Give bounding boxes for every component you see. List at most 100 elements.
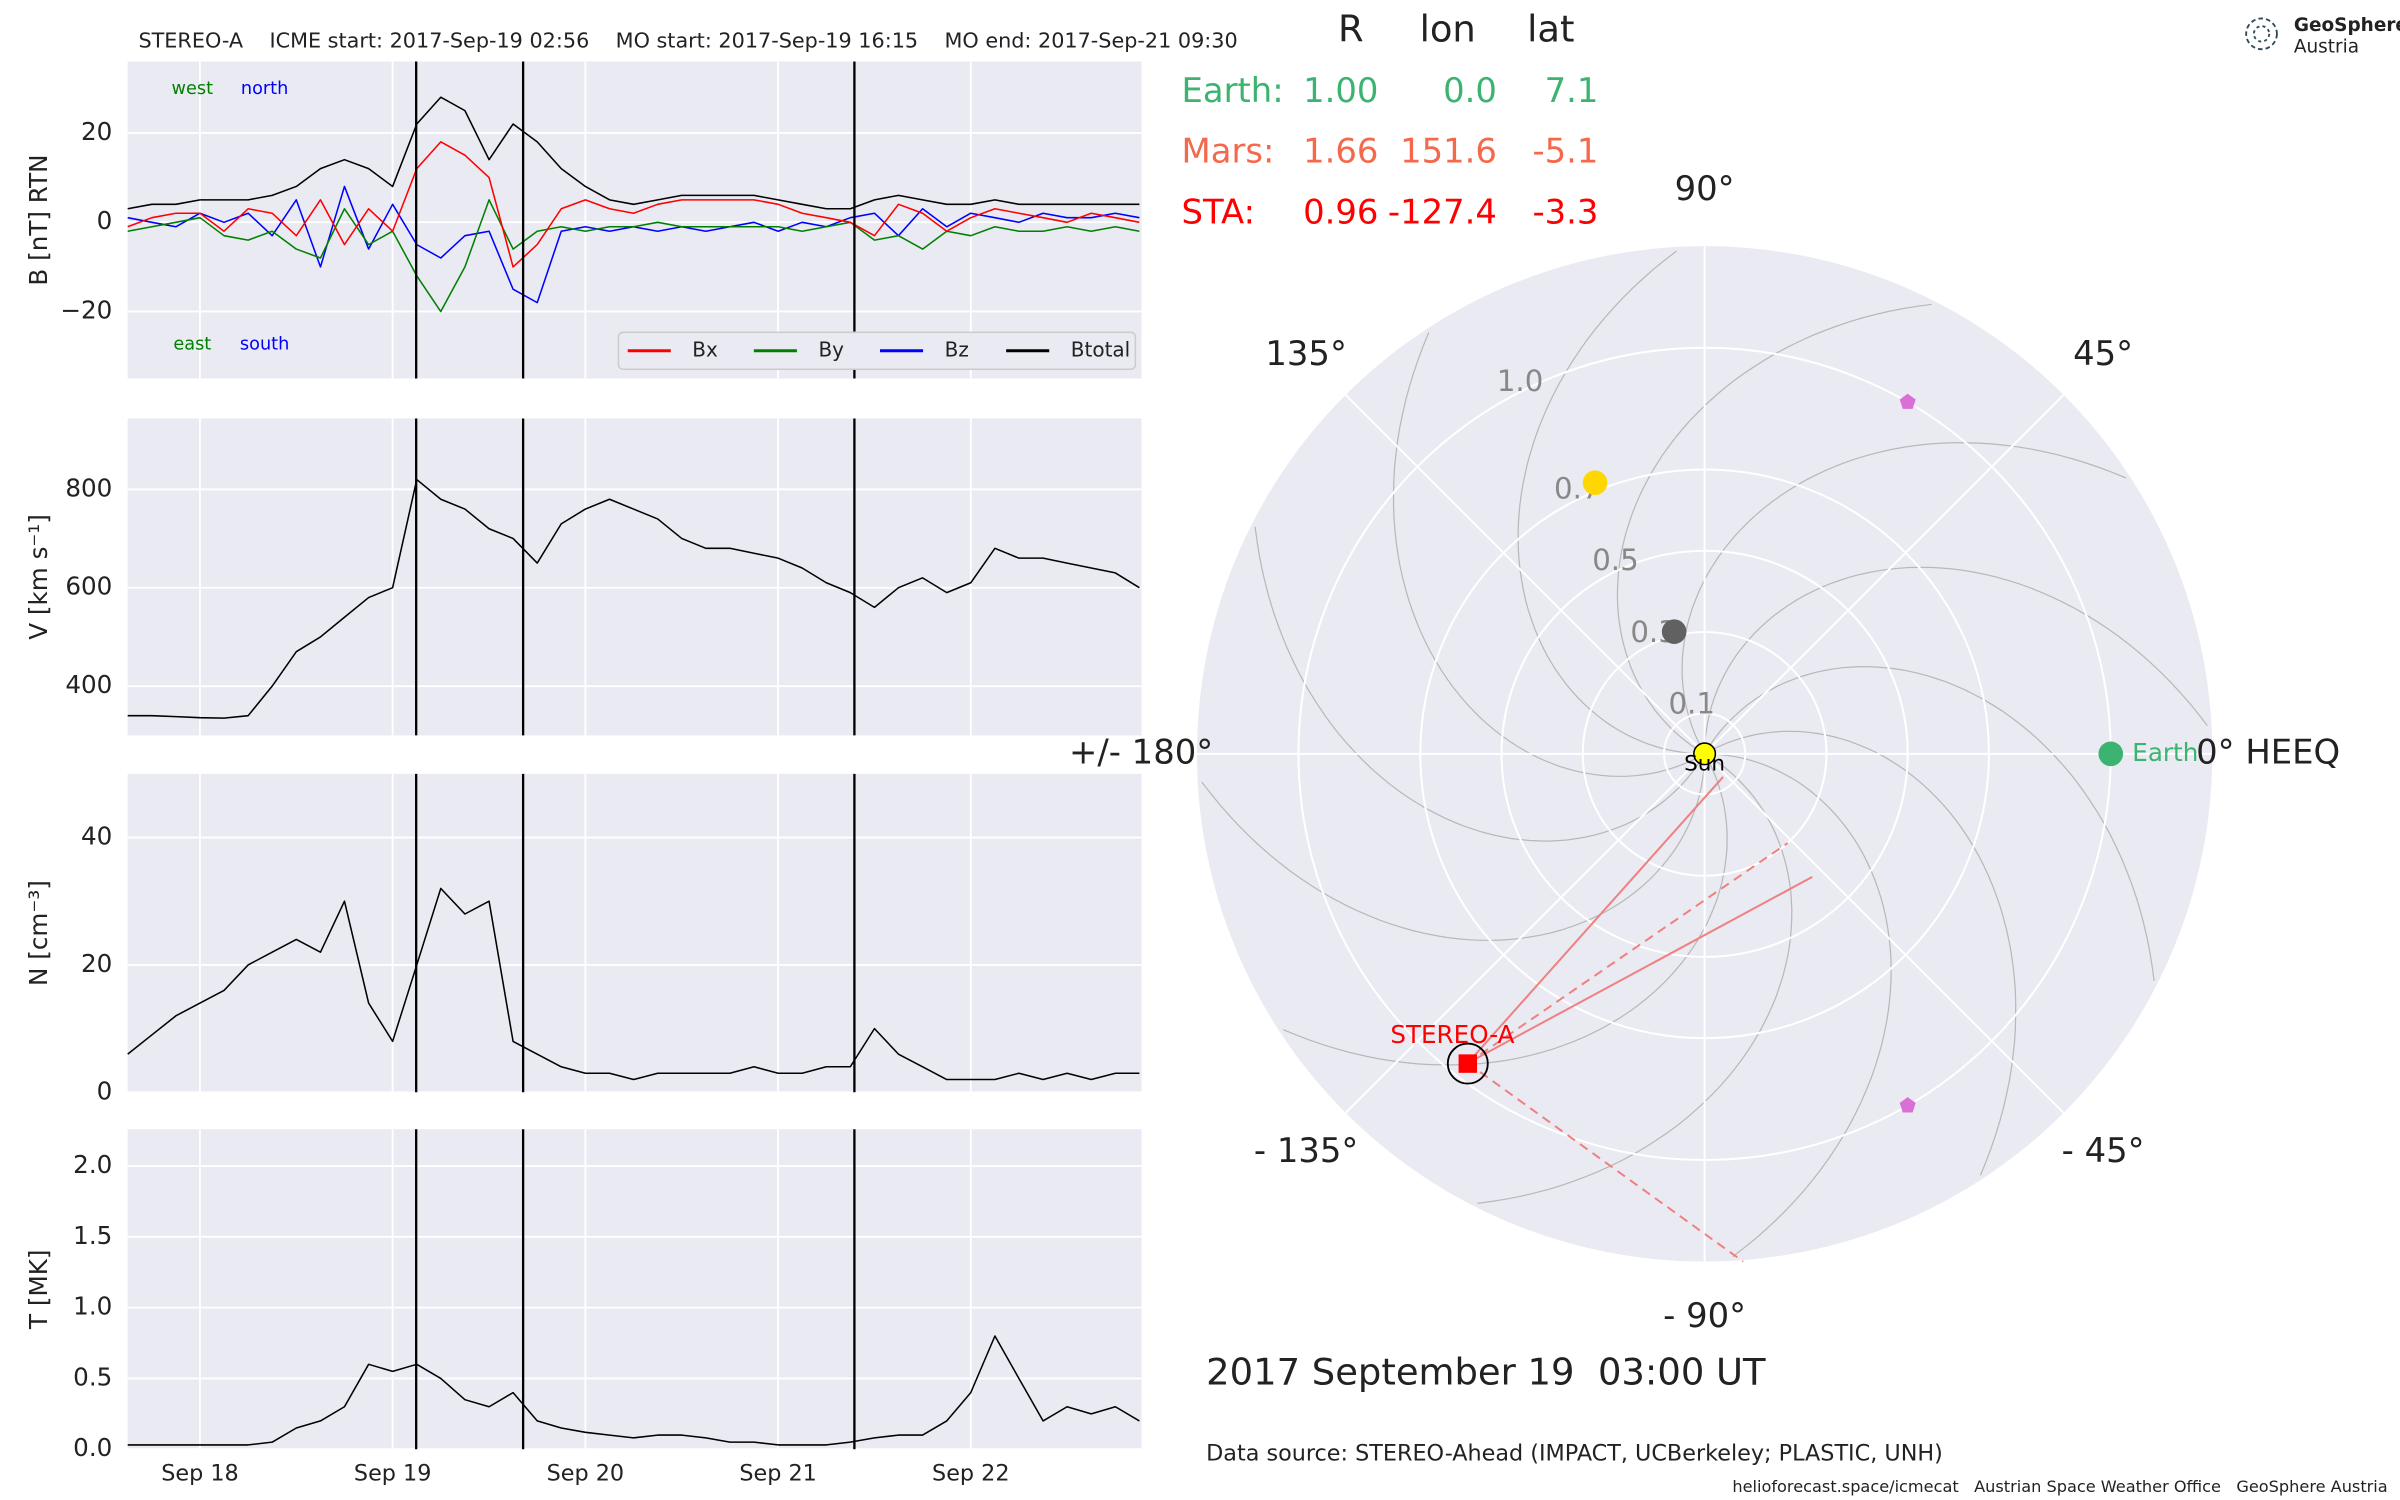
x-tick-label: Sep 20 (547, 1460, 624, 1486)
spiral-line (1201, 753, 1706, 941)
x-tick-label: Sep 19 (354, 1460, 431, 1486)
fov-line (1467, 876, 1813, 1064)
logo-icon (2245, 17, 2278, 51)
x-tick-label: Sep 18 (161, 1460, 238, 1486)
theta-grid-line (1703, 753, 2065, 1114)
table-cell: 7.1 (1545, 71, 1599, 110)
x-tick-label: Sep 21 (739, 1460, 816, 1486)
footer: helioforecast.space/icmecat Austrian Spa… (1732, 1477, 2387, 1496)
theta-tick-label: - 90° (1663, 1296, 1746, 1335)
theta-tick-label: 135° (1265, 334, 1346, 373)
table-cell: -3.3 (1532, 192, 1598, 231)
body-label: Sun (1684, 752, 1725, 777)
theta-tick-label: +/- 180° (1069, 732, 1213, 771)
y-tick-label: 1.0 (73, 1292, 112, 1321)
annotation: north (241, 79, 288, 99)
logo-icon (2252, 25, 2271, 43)
y-axis-label: T [MK] (24, 1250, 53, 1330)
series-line (127, 199, 1140, 313)
table-cell: 1.66 (1303, 132, 1378, 171)
theta-grid-line (1703, 394, 2065, 755)
lagrange-point (1899, 393, 1916, 409)
legend-box (617, 331, 1137, 370)
plot-background (127, 1129, 1142, 1450)
series-line (127, 478, 1140, 719)
spiral-line (1704, 753, 1892, 1258)
spiral-line (1517, 250, 1705, 755)
logo-text: Austria (2294, 37, 2359, 58)
fov-lines (1466, 776, 1813, 1263)
y-tick-label: 2.0 (73, 1150, 112, 1179)
theta-tick-label: - 135° (1254, 1131, 1358, 1170)
series-line (127, 141, 1140, 268)
y-axis-label: V [km s⁻¹] (24, 514, 53, 640)
annotation: south (240, 335, 289, 355)
x-tick-label: Sep 22 (932, 1460, 1009, 1486)
date-label: 2017 September 19 03:00 UT (1206, 1350, 1766, 1393)
y-tick-label: 20 (81, 949, 112, 978)
table-row-label: STA: (1182, 192, 1255, 231)
logo: GeoSphere Austria (2245, 15, 2400, 58)
spiral-line (1392, 332, 1705, 777)
r-tick-label: 1.0 (1497, 364, 1543, 398)
legend-label: Bz (945, 337, 969, 361)
table-cell: -5.1 (1532, 132, 1598, 171)
r-tick-label: 0.1 (1668, 687, 1714, 721)
y-tick-label: 400 (65, 670, 112, 699)
table-header: lon (1420, 7, 1476, 50)
y-tick-label: −20 (60, 296, 112, 325)
plot-background (127, 773, 1142, 1093)
table-cell: 0.96 (1303, 192, 1378, 231)
table-header: lat (1527, 7, 1574, 50)
theta-tick-label: - 45° (2062, 1131, 2145, 1170)
theta-tick-label: 45° (2073, 334, 2133, 373)
table-cell: 0.0 (1443, 71, 1497, 110)
y-tick-label: 800 (65, 473, 112, 502)
y-tick-label: 0 (97, 1076, 113, 1105)
theta-grid-line (1344, 753, 1706, 1114)
legend-label: Btotal (1071, 337, 1130, 361)
table-row-label: Earth: (1182, 71, 1284, 110)
y-axis-label: B [nT] RTN (24, 154, 53, 285)
y-tick-label: 20 (81, 117, 112, 146)
spacecraft-ring (1446, 1042, 1489, 1085)
table-row-label: Mars: (1182, 132, 1275, 171)
table-cell: -127.4 (1388, 192, 1497, 231)
planet (1661, 619, 1687, 644)
y-tick-label: 1.5 (73, 1221, 112, 1250)
y-tick-label: 0 (97, 206, 113, 235)
annotation: east (173, 335, 211, 355)
y-tick-label: 0.5 (73, 1362, 112, 1391)
fov-line (1466, 776, 1724, 1064)
annotation: west (172, 79, 214, 99)
theta-tick-label: 0° HEEQ (2196, 732, 2340, 771)
y-axis-label: N [cm⁻³] (24, 880, 53, 986)
data-source: Data source: STEREO-Ahead (IMPACT, UCBer… (1206, 1440, 1943, 1466)
series-line (127, 96, 1140, 210)
table-cell: 151.6 (1400, 132, 1497, 171)
y-tick-label: 0.0 (73, 1433, 112, 1462)
logo-text: GeoSphere (2294, 15, 2400, 36)
legend-label: By (818, 337, 844, 361)
spiral-line (1704, 730, 2017, 1176)
y-tick-label: 600 (65, 572, 112, 601)
table-cell: 1.00 (1303, 71, 1378, 110)
legend-label: Bx (692, 337, 718, 361)
spiral-line (1681, 442, 2127, 755)
planet (2098, 741, 2124, 767)
r-tick-label: 0.5 (1592, 543, 1638, 577)
series-line (127, 887, 1140, 1081)
fov-line (1467, 842, 1789, 1064)
table-header: R (1338, 7, 1364, 50)
theta-grid-line (1344, 394, 1706, 755)
panel-title: STEREO-A ICME start: 2017-Sep-19 02:56 M… (138, 29, 1237, 53)
planet (1582, 470, 1608, 496)
sun (1693, 742, 1717, 766)
theta-tick-label: 90° (1675, 169, 1735, 208)
y-tick-label: 40 (81, 822, 112, 851)
body-label: STEREO-A (1390, 1020, 1514, 1049)
spiral-line (1282, 753, 1728, 1066)
series-line (127, 1335, 1140, 1446)
plot-background (127, 418, 1142, 736)
